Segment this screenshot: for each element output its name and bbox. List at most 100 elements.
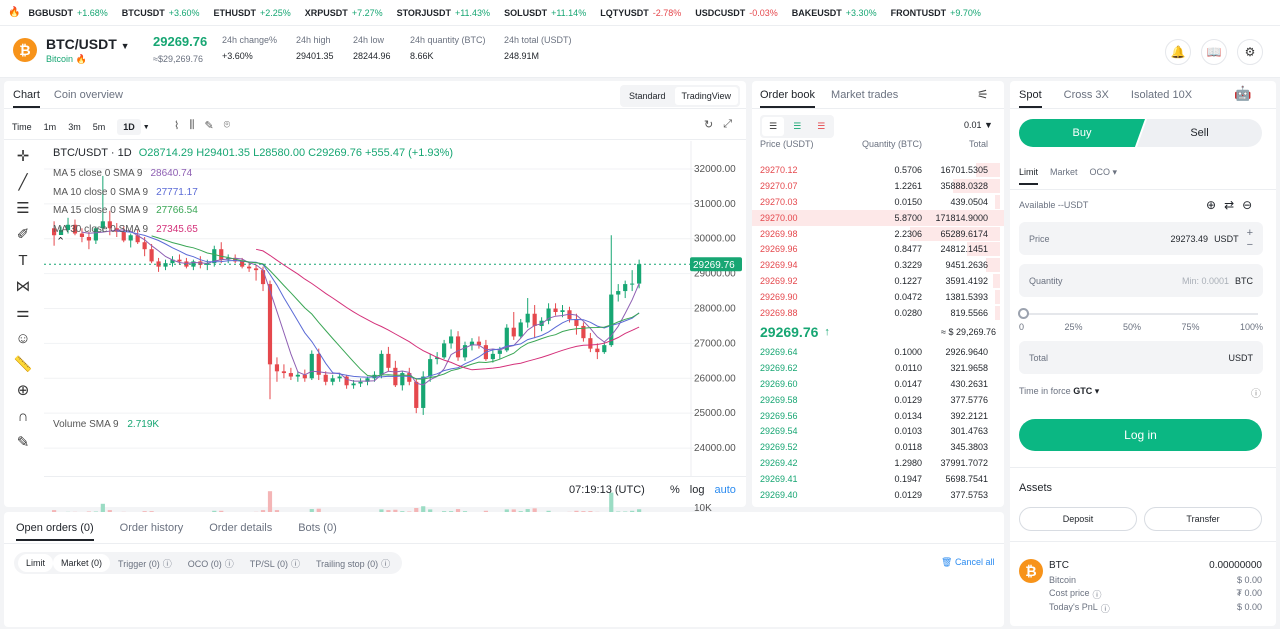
- chart-tab-1[interactable]: Coin overview: [53, 89, 123, 101]
- orders-tab-0[interactable]: Open orders (0): [16, 522, 94, 541]
- price-input[interactable]: Price 29273.49 USDT + −: [1019, 222, 1263, 255]
- ticker-item[interactable]: BGBUSDT +1.68%: [28, 7, 108, 18]
- collapse-legend-icon[interactable]: ⌃: [56, 235, 66, 248]
- ask-row[interactable]: 29269.88 0.0280 819.5566: [752, 305, 1004, 321]
- ticker-item[interactable]: BTCUSDT +3.60%: [121, 7, 200, 18]
- ticker-item[interactable]: USDCUSDT -0.03%: [695, 7, 778, 18]
- ask-row[interactable]: 29270.07 1.2261 35888.0328: [752, 178, 1004, 194]
- hlines-icon[interactable]: ☰: [16, 200, 30, 217]
- bid-row[interactable]: 29269.54 0.0103 301.4763: [760, 426, 988, 437]
- ask-row[interactable]: 29269.92 0.1227 3591.4192: [752, 273, 1004, 289]
- ask-row[interactable]: 29269.94 0.3229 9451.2636: [752, 257, 1004, 273]
- slider-mark[interactable]: 100%: [1239, 322, 1263, 332]
- log-scale-button[interactable]: log: [689, 484, 705, 496]
- bid-row[interactable]: 29269.60 0.0147 430.2631: [760, 378, 988, 389]
- ruler-icon[interactable]: 📏: [13, 356, 33, 373]
- order-type-1[interactable]: Market: [1050, 167, 1078, 177]
- time-in-force[interactable]: Time in force GTC ▾: [1019, 386, 1100, 396]
- quantity-input[interactable]: Quantity Min: 0.0001 BTC: [1019, 264, 1263, 297]
- draw-icon[interactable]: ✎: [204, 120, 214, 132]
- filter-0[interactable]: Limit: [18, 554, 54, 572]
- ask-row[interactable]: 29270.12 0.5706 16701.5305: [752, 162, 1004, 178]
- camera-icon[interactable]: ⌾: [223, 119, 231, 131]
- trade-tab-2[interactable]: Isolated 10X: [1130, 89, 1193, 101]
- order-type-0[interactable]: Limit: [1019, 167, 1039, 185]
- filter-1[interactable]: Market (0): [53, 554, 111, 572]
- trade-tab-1[interactable]: Cross 3X: [1063, 89, 1109, 101]
- add-funds-icon[interactable]: ⊕: [1206, 198, 1217, 212]
- zoom-in-icon[interactable]: ⊕: [16, 382, 30, 399]
- precision-select[interactable]: 0.01 ▼: [964, 120, 993, 130]
- price-decrement-icon[interactable]: −: [1246, 238, 1253, 251]
- orders-tab-3[interactable]: Bots (0): [298, 522, 337, 534]
- slider-mark[interactable]: 75%: [1181, 322, 1200, 332]
- ask-row[interactable]: 29270.03 0.0150 439.0504: [752, 194, 1004, 210]
- ticker-item[interactable]: SOLUSDT +11.14%: [504, 7, 587, 18]
- ask-row[interactable]: 29269.96 0.8477 24812.1451: [752, 241, 1004, 257]
- bid-row[interactable]: 29269.41 0.1947 5698.7541: [760, 474, 988, 485]
- fullscreen-icon[interactable]: ⤢: [723, 118, 733, 130]
- ticker-item[interactable]: XRPUSDT +7.27%: [304, 7, 383, 18]
- bid-row[interactable]: 29269.52 0.0118 345.3803: [760, 442, 988, 453]
- orders-tab-2[interactable]: Order details: [209, 522, 273, 534]
- ask-row[interactable]: 29269.98 2.2306 65289.6174: [752, 226, 1004, 242]
- total-input[interactable]: Total USDT: [1019, 341, 1263, 374]
- trendline-icon[interactable]: ╱: [18, 174, 28, 191]
- settings-icon[interactable]: ⚙: [1237, 39, 1263, 65]
- slider-handle[interactable]: [1018, 308, 1029, 319]
- reset-icon[interactable]: ↻: [704, 119, 714, 131]
- transfer-button[interactable]: Transfer: [1144, 507, 1262, 531]
- trade-tab-0[interactable]: Spot: [1019, 89, 1042, 108]
- candle-type-icon[interactable]: ⫼: [189, 119, 195, 131]
- interval-2[interactable]: 3m: [68, 122, 81, 132]
- percent-scale-button[interactable]: %: [670, 484, 680, 496]
- info-icon[interactable]: ⓘ: [1251, 389, 1261, 400]
- slider-mark[interactable]: 0: [1019, 322, 1025, 332]
- book-icon[interactable]: 📖: [1201, 39, 1227, 65]
- text-icon[interactable]: T: [18, 251, 28, 269]
- bid-row[interactable]: 29269.58 0.0129 377.5776: [760, 394, 988, 405]
- buy-tab[interactable]: Buy: [1019, 119, 1145, 147]
- bid-row[interactable]: 29269.62 0.0110 321.9658: [760, 362, 988, 373]
- slider-mark[interactable]: 25%: [1064, 322, 1083, 332]
- pair-selector[interactable]: BTC/USDT ▼: [46, 36, 130, 52]
- interval-3[interactable]: 5m: [92, 122, 106, 132]
- brush-icon[interactable]: ✐: [16, 226, 30, 243]
- slider-mark[interactable]: 50%: [1122, 322, 1141, 332]
- ticker-item[interactable]: BAKEUSDT +3.30%: [791, 7, 877, 18]
- bid-row[interactable]: 29269.42 1.2980 37991.7072: [760, 458, 988, 469]
- amount-slider[interactable]: [1024, 313, 1258, 315]
- ticker-item[interactable]: STORJUSDT +11.43%: [396, 7, 491, 18]
- lock-draw-icon[interactable]: ✎: [16, 434, 30, 451]
- sell-tab[interactable]: Sell: [1137, 119, 1262, 147]
- bot-icon[interactable]: 🤖: [1234, 85, 1252, 101]
- bid-row[interactable]: 29269.56 0.0134 392.2121: [760, 410, 988, 421]
- notification-icon[interactable]: 🔔: [1165, 39, 1191, 65]
- price-increment-icon[interactable]: +: [1246, 226, 1253, 239]
- swap-icon[interactable]: ⇄: [1224, 198, 1235, 212]
- ticker-item[interactable]: FRONTUSDT +9.70%: [890, 7, 981, 18]
- view-option-0[interactable]: Standard: [629, 91, 666, 101]
- order-type-2[interactable]: OCO ▾: [1089, 167, 1118, 177]
- ask-row[interactable]: 29269.90 0.0472 1381.5393: [752, 289, 1004, 305]
- magnet-icon[interactable]: ∩: [17, 407, 29, 425]
- interval-1[interactable]: 1m: [43, 122, 57, 132]
- orderbook-tab-1[interactable]: Market trades: [831, 89, 899, 101]
- cancel-all-button[interactable]: 🗑 Cancel all: [941, 557, 995, 567]
- bid-row[interactable]: 29269.64 0.1000 2926.9640: [760, 346, 988, 357]
- deposit-button[interactable]: Deposit: [1019, 507, 1137, 531]
- pattern-icon[interactable]: ⋈: [15, 278, 31, 295]
- filter-3[interactable]: OCO (0) ⓘ: [187, 558, 234, 569]
- layout-both-icon[interactable]: ☰: [762, 117, 785, 136]
- filter-2[interactable]: Trigger (0) ⓘ: [118, 558, 172, 569]
- auto-scale-button[interactable]: auto: [714, 484, 736, 496]
- download-icon[interactable]: ⊖: [1242, 198, 1253, 212]
- bid-row[interactable]: 29269.40 0.0129 377.5753: [760, 489, 988, 500]
- layout-asks-icon[interactable]: ☰: [817, 121, 826, 131]
- ask-row[interactable]: 29270.00 5.8700 171814.9000: [752, 209, 1004, 226]
- orderbook-tab-0[interactable]: Order book: [760, 89, 816, 108]
- fib-icon[interactable]: ⚌: [16, 304, 30, 321]
- orders-tab-1[interactable]: Order history: [119, 522, 184, 534]
- orderbook-settings-icon[interactable]: ⚟: [977, 87, 989, 102]
- emoji-icon[interactable]: ☺: [15, 329, 31, 347]
